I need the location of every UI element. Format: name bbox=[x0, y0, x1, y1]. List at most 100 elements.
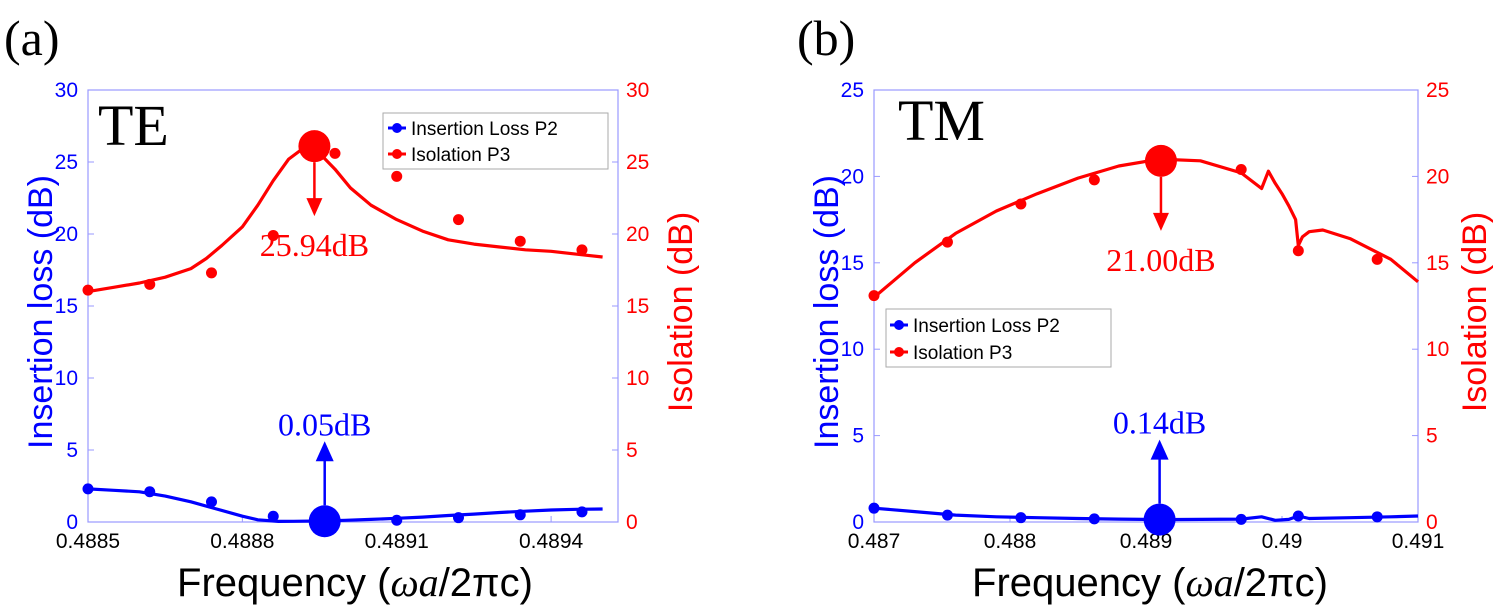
legend-marker-isolation-b bbox=[894, 347, 904, 357]
plot-a: 0 0 5 5 10 10 15 15 20 20 25 25 30 30 0.4885 0.4888 0.48… bbox=[55, 79, 650, 553]
series-marker-insertion bbox=[267, 510, 279, 522]
legend-box-b bbox=[885, 308, 1112, 368]
xtick-label: 0.491 bbox=[1392, 530, 1445, 553]
legend-a: Insertion Loss P2 Isolation P3 bbox=[382, 112, 609, 170]
series-marker-insertion bbox=[1015, 512, 1027, 524]
ytick-label-right: 25 bbox=[626, 151, 649, 174]
legend-marker-isolation-a bbox=[392, 149, 402, 159]
highlight-point-isolation bbox=[298, 130, 331, 163]
ytick-label-right: 5 bbox=[626, 439, 638, 462]
series-marker-insertion bbox=[1235, 513, 1247, 525]
series-marker-insertion bbox=[205, 496, 217, 508]
ytick-label-left: 0 bbox=[852, 511, 864, 534]
series-marker-isolation bbox=[1292, 245, 1304, 257]
series-marker-isolation bbox=[205, 267, 217, 279]
highlight-label-isolation: 21.00dB bbox=[1106, 242, 1215, 278]
series-marker-insertion bbox=[1088, 513, 1100, 525]
series-marker-isolation bbox=[1015, 198, 1027, 210]
highlight-label-isolation: 25.94dB bbox=[260, 227, 369, 263]
panel-a: (a) TE Insertion loss (dB) Isolation (dB… bbox=[4, 10, 700, 605]
highlight-arrowhead-isolation bbox=[306, 198, 323, 217]
series-marker-isolation bbox=[391, 170, 403, 182]
series-marker-insertion bbox=[82, 483, 94, 495]
series-marker-insertion bbox=[391, 514, 403, 526]
legend-label-isolation-b: Isolation P3 bbox=[913, 343, 1012, 364]
series-marker-isolation bbox=[514, 235, 526, 247]
legend-label-insertion-a: Insertion Loss P2 bbox=[411, 119, 558, 140]
mode-label-te: TE bbox=[98, 93, 169, 158]
series-line-insertion bbox=[873, 506, 1419, 522]
series-marker-insertion bbox=[452, 512, 464, 524]
legend-box-a bbox=[382, 112, 609, 170]
legend-label-insertion-b: Insertion Loss P2 bbox=[913, 316, 1060, 337]
ytick-label-left: 15 bbox=[55, 295, 78, 318]
ytick-label-left: 10 bbox=[841, 338, 864, 361]
ylabel-left-b: Insertion loss (dB) bbox=[808, 175, 846, 449]
legend-marker-insertion-a bbox=[392, 123, 402, 133]
legend-label-isolation-a: Isolation P3 bbox=[411, 145, 510, 166]
series-marker-isolation bbox=[941, 236, 953, 248]
ytick-label-left: 15 bbox=[841, 252, 864, 275]
highlight-arrowhead-insertion bbox=[1150, 439, 1169, 460]
ytick-label-left: 5 bbox=[66, 439, 78, 462]
series-marker-isolation bbox=[868, 290, 880, 302]
ytick-label-right: 30 bbox=[626, 79, 649, 102]
ytick-label-right: 0 bbox=[1426, 511, 1438, 534]
xtick-label: 0.487 bbox=[848, 530, 901, 553]
xlabel-a: Frequency (ωa/2πc) bbox=[177, 560, 533, 605]
ytick-label-left: 5 bbox=[852, 425, 864, 448]
xtick-label: 0.4885 bbox=[56, 530, 120, 553]
axes-frame-b bbox=[873, 89, 1419, 523]
ytick-label-right: 5 bbox=[1426, 425, 1438, 448]
ytick-label-left: 30 bbox=[55, 79, 78, 102]
legend-marker-insertion-b bbox=[894, 320, 904, 330]
ytick-label-left: 20 bbox=[55, 223, 78, 246]
ytick-label-right: 10 bbox=[1426, 338, 1449, 361]
ytick-label-right: 15 bbox=[1426, 252, 1449, 275]
xtick-label: 0.488 bbox=[984, 530, 1037, 553]
series-marker-insertion bbox=[576, 506, 588, 518]
ytick-label-right: 0 bbox=[626, 511, 638, 534]
mode-label-tm: TM bbox=[898, 88, 985, 153]
ytick-label-right: 15 bbox=[626, 295, 649, 318]
ylabel-left-a: Insertion loss (dB) bbox=[22, 175, 60, 449]
xtick-label: 0.4894 bbox=[519, 530, 584, 553]
xtick-label: 0.4891 bbox=[365, 530, 429, 553]
series-marker-insertion bbox=[514, 509, 526, 521]
xtick-label: 0.4888 bbox=[210, 530, 274, 553]
highlight-arrowhead-insertion bbox=[315, 441, 334, 462]
series-marker-insertion bbox=[941, 509, 953, 521]
series-marker-isolation bbox=[1088, 174, 1100, 186]
highlight-point-insertion bbox=[1143, 503, 1176, 536]
ytick-label-left: 0 bbox=[66, 511, 78, 534]
series-marker-isolation bbox=[1371, 253, 1383, 265]
highlight-label-insertion: 0.14dB bbox=[1113, 405, 1206, 441]
series-marker-isolation bbox=[452, 214, 464, 226]
series-marker-isolation bbox=[267, 229, 279, 241]
series-marker-isolation bbox=[1235, 163, 1247, 175]
panel-label-a: (a) bbox=[4, 10, 60, 66]
ytick-label-left: 25 bbox=[55, 151, 78, 174]
ytick-label-left: 10 bbox=[55, 367, 78, 390]
ylabel-right-b: Isolation (dB) bbox=[1456, 212, 1494, 412]
ytick-label-right: 20 bbox=[1426, 165, 1449, 188]
xtick-label: 0.489 bbox=[1120, 530, 1173, 553]
highlight-point-isolation bbox=[1144, 144, 1177, 177]
legend-b: Insertion Loss P2 Isolation P3 bbox=[885, 308, 1112, 368]
series-marker-insertion bbox=[144, 486, 156, 498]
series-marker-isolation bbox=[144, 278, 156, 290]
panel-b: (b) TM Insertion loss (dB) Isolation (dB… bbox=[797, 10, 1494, 605]
highlight-point-insertion bbox=[308, 505, 341, 538]
ytick-label-right: 20 bbox=[626, 223, 649, 246]
highlight-label-insertion: 0.05dB bbox=[278, 406, 371, 442]
series-marker-isolation bbox=[82, 284, 94, 296]
highlight-arrowhead-isolation bbox=[1152, 212, 1169, 231]
series-marker-isolation bbox=[576, 244, 588, 256]
plot-b: 0 0 5 5 10 10 15 15 20 20 25 25 0.487 0.488 0.489 0.49 0… bbox=[841, 79, 1450, 553]
xtick-label: 0.49 bbox=[1262, 530, 1303, 553]
panel-label-b: (b) bbox=[797, 10, 855, 66]
series-marker-insertion bbox=[1292, 510, 1304, 522]
series-marker-insertion bbox=[868, 502, 880, 514]
ytick-label-right: 10 bbox=[626, 367, 649, 390]
